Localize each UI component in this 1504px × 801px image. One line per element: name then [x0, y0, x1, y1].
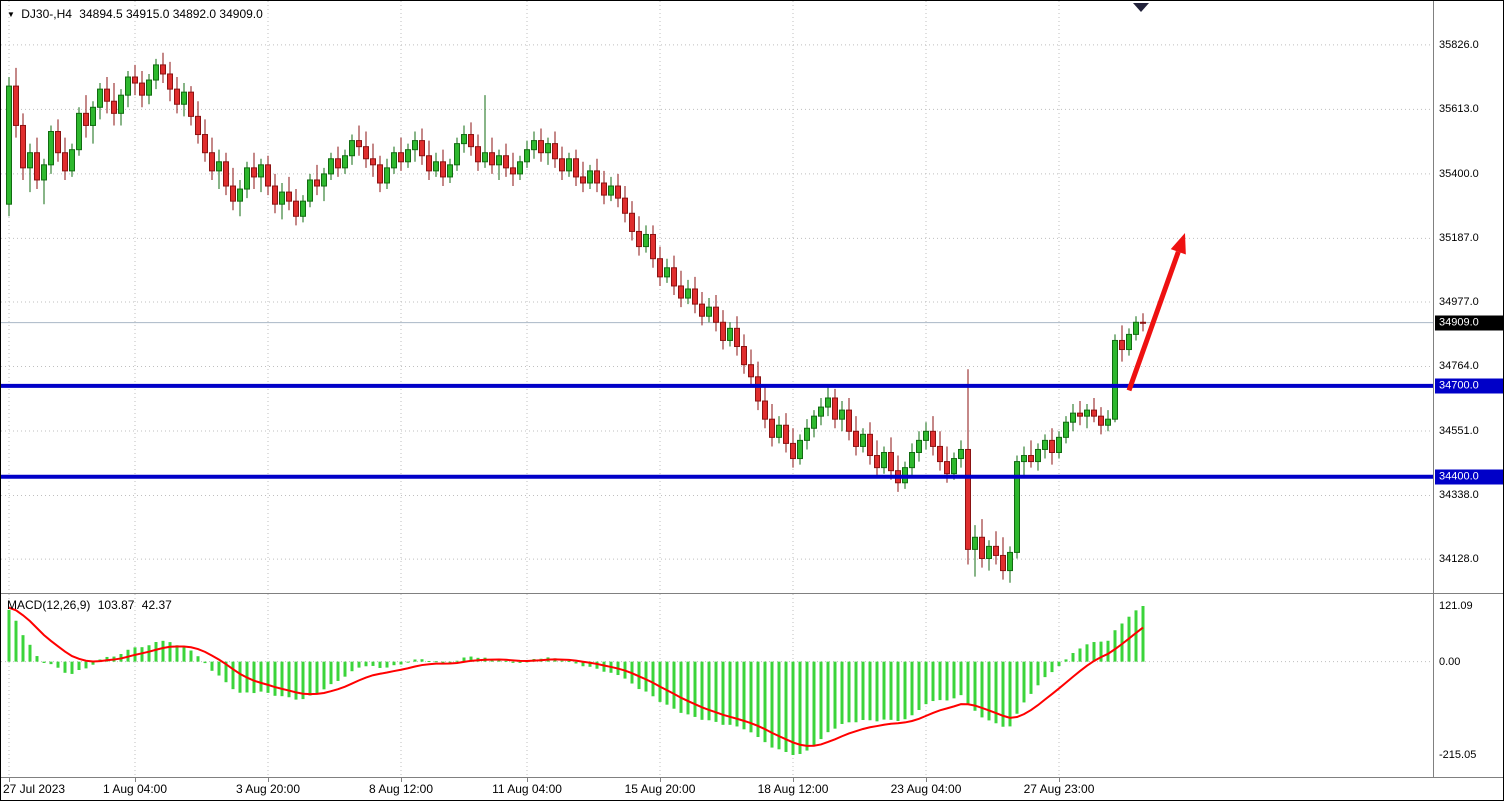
price-tick-label: 34128.0 — [1439, 553, 1479, 566]
price-tick-label: 35187.0 — [1439, 232, 1479, 245]
time-tick-label: 8 Aug 12:00 — [368, 782, 434, 796]
time-tick-mark — [401, 778, 402, 782]
macd-histogram — [7, 606, 1145, 755]
macd-scale-zero-label: 0.00 — [1439, 655, 1461, 668]
current-price-badge: 34909.0 — [1435, 315, 1503, 331]
candles-layer — [6, 52, 1146, 583]
macd-main-value: 103.87 — [97, 598, 135, 612]
time-tick-mark — [793, 778, 794, 782]
macd-scale-min-label: -215.05 — [1439, 749, 1477, 761]
macd-panel[interactable] — [1, 594, 1433, 777]
symbol-dropdown-icon: ▼ — [7, 10, 15, 19]
macd-signal-line — [8, 606, 1144, 747]
time-tick-label: 15 Aug 20:00 — [624, 782, 696, 796]
time-axis-divider — [1, 777, 1503, 778]
price-tick-label: 34338.0 — [1439, 489, 1479, 502]
panel-divider[interactable] — [1, 593, 1503, 594]
time-tick-mark — [268, 778, 269, 782]
time-tick-label: 18 Aug 12:00 — [757, 782, 829, 796]
time-tick-mark — [527, 778, 528, 782]
chart-shift-marker-icon[interactable] — [1133, 3, 1149, 12]
time-tick-label: 23 Aug 04:00 — [890, 782, 962, 796]
price-tick-label: 35826.0 — [1439, 38, 1479, 51]
macd-indicator-label: MACD(12,26,9) 103.87 42.37 — [7, 598, 176, 612]
chart-header: ▼ DJ30-,H4 34894.5 34915.0 34892.0 34909… — [7, 7, 263, 21]
time-tick-mark — [660, 778, 661, 782]
time-tick-label: 11 Aug 04:00 — [492, 782, 562, 796]
trend-arrow[interactable] — [1126, 232, 1186, 392]
time-tick-mark — [926, 778, 927, 782]
time-tick-label: 27 Jul 2023 — [3, 782, 66, 796]
price-tick-label: 35400.0 — [1439, 167, 1479, 180]
ohlc-values: 34894.5 34915.0 34892.0 34909.0 — [79, 7, 263, 21]
time-axis[interactable]: 27 Jul 2023 1 Aug 04:00 3 Aug 20:00 8 Aug 1… — [1, 778, 1503, 800]
time-tick-label: 3 Aug 20:00 — [235, 782, 301, 796]
time-tick-mark — [1059, 778, 1060, 782]
macd-name: MACD(12,26,9) — [7, 598, 91, 612]
macd-signal-value: 42.37 — [141, 598, 172, 612]
time-tick-mark — [135, 778, 136, 782]
price-chart[interactable] — [1, 1, 1433, 593]
price-tick-label: 35613.0 — [1439, 103, 1479, 116]
level-price-badge: 34400.0 — [1435, 469, 1503, 485]
time-tick-label: 1 Aug 04:00 — [102, 782, 168, 796]
macd-scale-axis: 121.09 0.00 -215.05 — [1433, 594, 1503, 777]
level-price-badge: 34700.0 — [1435, 378, 1503, 394]
price-tick-label: 34551.0 — [1439, 424, 1479, 437]
time-tick-label: 27 Aug 23:00 — [1023, 782, 1095, 796]
price-axis[interactable]: 35826.0 35613.0 35400.0 35187.0 34977.0 34764… — [1433, 1, 1503, 593]
price-tick-label: 34977.0 — [1439, 295, 1479, 308]
symbol-timeframe-label: DJ30-,H4 — [21, 7, 72, 21]
macd-scale-max-label: 121.09 — [1439, 600, 1473, 612]
time-tick-mark — [9, 778, 10, 782]
price-tick-label: 34764.0 — [1439, 360, 1479, 373]
